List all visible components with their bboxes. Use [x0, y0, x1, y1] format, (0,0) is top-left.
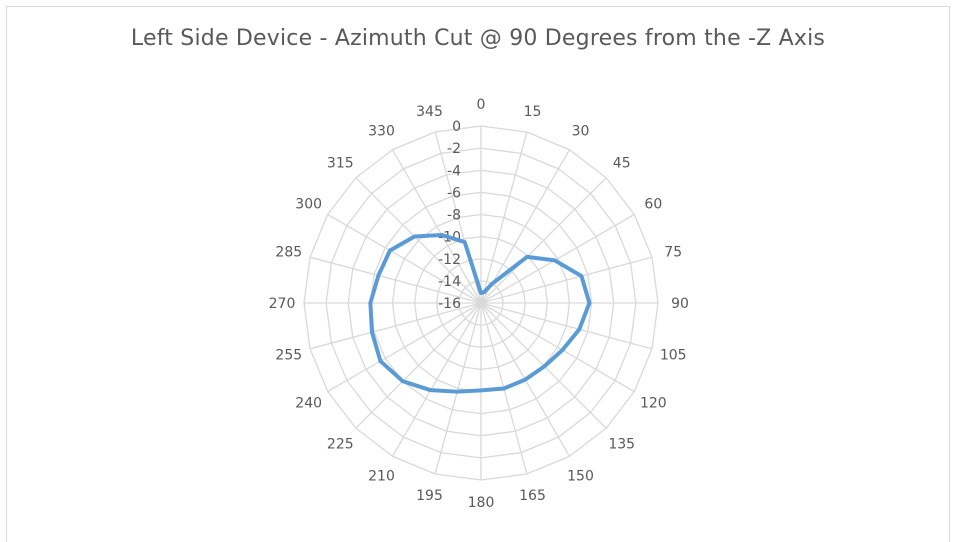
angle-labels: 0 15 30 45 60 75 90 105 120 135 150 165 180 195 210 225… — [269, 97, 689, 511]
radial-tick-label: -12 — [438, 252, 461, 268]
series-line — [368, 232, 592, 394]
angle-label: 45 — [613, 155, 631, 171]
angle-label: 30 — [572, 124, 590, 140]
angle-label: 165 — [519, 488, 546, 504]
radial-tick-label: -8 — [447, 208, 461, 224]
grid-spoke — [480, 213, 635, 304]
angle-label: 15 — [524, 104, 542, 120]
grid-spoke — [327, 213, 482, 304]
grid-spoke — [327, 302, 482, 393]
angle-label: 300 — [295, 197, 322, 213]
radar-spokes — [304, 126, 658, 480]
angle-label: 120 — [640, 396, 667, 412]
radial-tick-label: -4 — [447, 163, 461, 179]
grid-spoke — [480, 302, 653, 350]
series-layer — [368, 232, 592, 394]
angle-label: 0 — [477, 97, 486, 113]
angle-label: 315 — [327, 155, 354, 171]
radial-tick-label: -2 — [447, 141, 461, 157]
grid-spoke — [309, 302, 482, 350]
chart-title: Left Side Device - Azimuth Cut @ 90 Degr… — [130, 26, 826, 51]
angle-label: 180 — [468, 495, 495, 511]
grid-spoke — [480, 149, 571, 304]
angle-label: 90 — [671, 296, 689, 312]
grid-spoke — [391, 302, 482, 457]
angle-label: 60 — [644, 197, 662, 213]
radial-tick-label: 0 — [452, 119, 461, 135]
grid-spoke — [391, 149, 482, 304]
angle-label: 150 — [567, 468, 594, 484]
angle-label: 345 — [416, 104, 443, 120]
grid-spoke — [434, 302, 482, 475]
radial-axis-labels: 0-2-4-6-8-10-12-14-16 — [438, 119, 461, 312]
angle-label: 105 — [660, 348, 687, 364]
radial-tick-label: -16 — [438, 296, 461, 312]
radial-tick-label: -6 — [447, 185, 461, 201]
radial-tick-label: -14 — [438, 274, 461, 290]
angle-label: 210 — [368, 468, 395, 484]
angle-label: 195 — [416, 488, 443, 504]
grid-spoke — [355, 302, 482, 429]
grid-spoke — [309, 256, 482, 304]
angle-label: 240 — [295, 396, 322, 412]
angle-label: 75 — [664, 244, 682, 260]
grid-spoke — [480, 177, 607, 304]
angle-label: 285 — [275, 244, 302, 260]
grid-spoke — [480, 256, 653, 304]
angle-label: 255 — [275, 348, 302, 364]
grid-spoke — [355, 177, 482, 304]
angle-label: 135 — [608, 437, 635, 453]
grid-spoke — [480, 302, 635, 393]
chart-frame — [6, 6, 950, 542]
angle-label: 270 — [269, 296, 296, 312]
angle-label: 225 — [327, 437, 354, 453]
grid-spoke — [480, 131, 528, 304]
angle-label: 330 — [368, 124, 395, 140]
